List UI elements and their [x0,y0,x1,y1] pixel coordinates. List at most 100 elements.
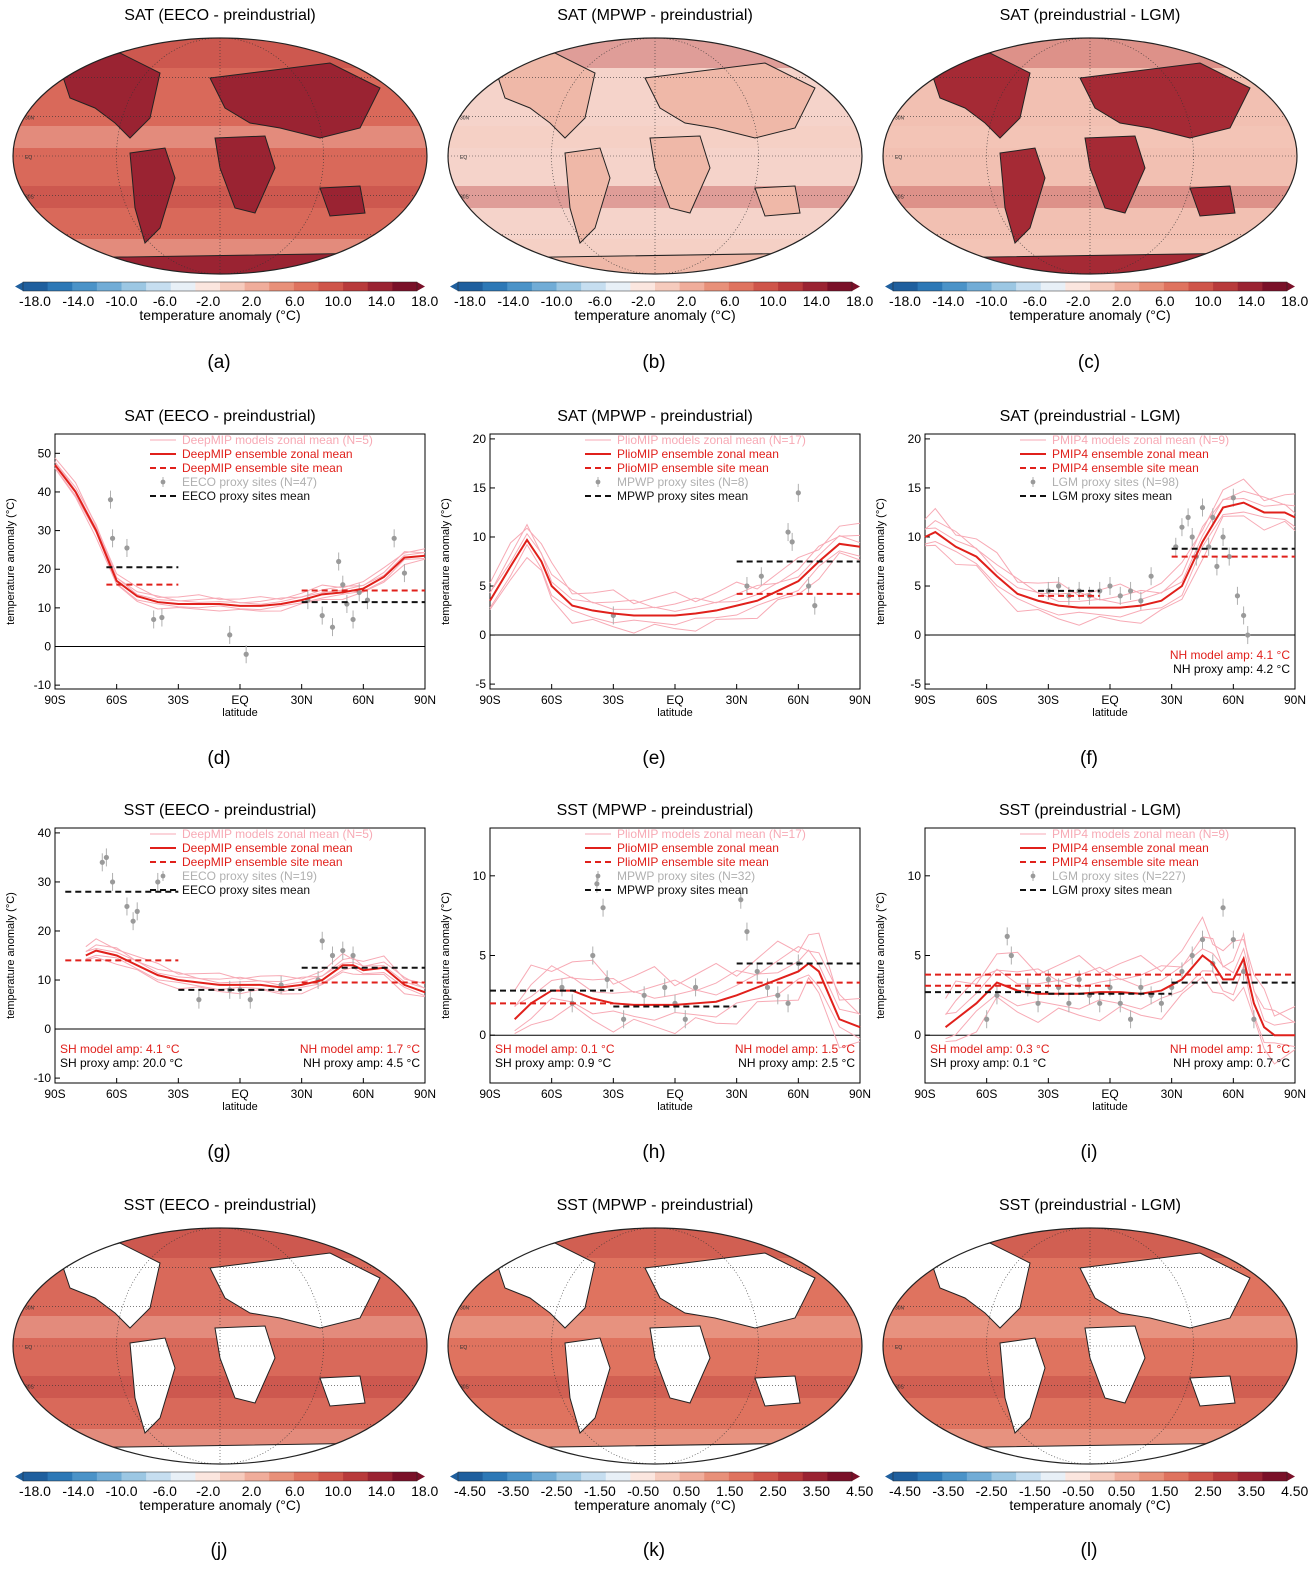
map-gridline [986,38,1194,274]
map-panel-l: SST (preindustrial - LGM) 60N 30N EQ 30S 60S… [870,1190,1310,1530]
colorbar-segment [1040,282,1066,291]
y-axis-label: temperature anomaly (°C) [875,892,887,1019]
colorbar-segment [47,1472,73,1481]
map-panel-b: SAT (MPWP - preindustrial) 60N 30N EQ 30S 60… [435,0,875,340]
amplification-annotation: NH model amp: 1.7 °C [300,1042,421,1056]
map-grid-label: EQ [460,155,467,161]
proxy-point [130,918,136,924]
colorbar-segment [1262,282,1288,291]
map-grid-label: 60S [50,1424,60,1430]
legend-marker [1030,479,1036,485]
x-tick-label: 60N [1222,1087,1244,1101]
colorbar-segment [728,1472,754,1481]
colorbar-tick-label: 2.0 [677,293,697,309]
colorbar-tick-label: -18.0 [889,293,921,309]
colorbar-segment [170,1472,196,1481]
colorbar-segment [581,282,607,291]
y-tick-label: 5 [914,949,921,963]
colorbar-segment [1090,1472,1116,1481]
map-grid-label: EQ [460,1345,467,1351]
colorbar-tick-label: -18.0 [454,293,486,309]
map-gridline [986,1228,1194,1464]
colorbar-tick-label: -2.0 [196,293,220,309]
colorbar-segment [507,282,533,291]
map-title: SAT (preindustrial - LGM) [999,7,1181,24]
proxy-point [109,879,116,885]
proxy-point [1158,1000,1164,1006]
legend-entry: PlioMIP models zonal mean (N=17) [617,827,806,841]
proxy-point [682,1016,688,1022]
colorbar-segment [23,282,49,291]
legend-entry: DeepMIP ensemble site mean [182,855,343,869]
colorbar-segment [1213,282,1239,291]
y-axis-label: temperature anomaly (°C) [5,892,17,1019]
x-tick-label: 90S [479,1087,500,1101]
panel-label: (h) [642,1142,666,1163]
y-axis-label: temperature anomaly (°C) [440,498,452,625]
map-grid-label: 60N [920,76,930,82]
x-axis-label: latitude [657,1101,692,1113]
colorbar-segment [170,282,196,291]
colorbar-segment [72,1472,98,1481]
colorbar-arrow-left [15,282,23,291]
x-tick-label: EQ [231,693,248,707]
legend-entry: PlioMIP ensemble zonal mean [617,841,779,855]
proxy-point [391,535,397,541]
map-grid-label: EQ [25,155,32,161]
map-landmass [59,52,161,139]
colorbar-tick-label: -2.50 [976,1483,1008,1499]
colorbar-arrow-right [852,282,860,291]
x-tick-label: 30N [726,693,748,707]
proxy-point [559,984,565,990]
colorbar-arrow-left [885,1472,893,1481]
colorbar-segment [121,282,147,291]
proxy-point [319,938,325,944]
colorbar-arrow-right [417,1472,425,1481]
colorbar-segment [343,282,369,291]
map-title: SST (MPWP - preindustrial) [556,1197,754,1214]
y-tick-label: 10 [38,973,52,987]
map-landmass [209,62,381,139]
x-tick-label: EQ [1101,1087,1118,1101]
y-tick-label: 30 [38,875,52,889]
colorbar-segment [655,1472,681,1481]
colorbar-label: temperature anomaly (°C) [574,307,735,323]
colorbar-segment [630,1472,656,1481]
x-tick-label: 60S [541,1087,562,1101]
colorbar-segment [630,282,656,291]
proxy-point [319,612,325,619]
colorbar-segment [482,1472,508,1481]
proxy-point [984,1016,990,1022]
map-grid-label: 30S [895,194,905,200]
x-tick-label: 60S [976,1087,997,1101]
colorbar-segment [269,1472,295,1481]
colorbar-segment [942,1472,968,1481]
colorbar-tick-label: 2.0 [1112,293,1132,309]
map-landmass [564,1337,611,1434]
y-tick-label: 10 [908,869,922,883]
colorbar-tick-label: -6.0 [588,293,612,309]
colorbar-segment [655,282,681,291]
amplification-annotation: NH model amp: 1.1 °C [1170,1042,1291,1056]
colorbar-segment [458,1472,484,1481]
proxy-point [764,984,771,990]
chart-title: SST (preindustrial - LGM) [999,802,1181,819]
proxy-point [124,545,130,551]
colorbar-segment [531,282,557,291]
colorbar-segment [991,1472,1017,1481]
colorbar-tick-label: -18.0 [19,1483,51,1499]
legend-entry: EECO proxy sites (N=47) [182,475,317,489]
proxy-point [1189,534,1195,540]
map-grid-label: 30S [895,1384,905,1390]
proxy-point [641,992,647,998]
colorbar-arrow-left [15,1472,23,1481]
colorbar-segment [482,282,508,291]
model-zonal-mean-line [85,944,426,989]
legend-entry: PMIP4 models zonal mean (N=9) [1052,827,1229,841]
y-tick-label: 5 [479,949,486,963]
y-tick-label: 0 [914,628,921,642]
colorbar-segment [802,1472,828,1481]
y-tick-label: -10 [34,678,52,692]
legend-entry: PlioMIP ensemble zonal mean [617,447,779,461]
colorbar-tick-label: -2.50 [541,1483,573,1499]
